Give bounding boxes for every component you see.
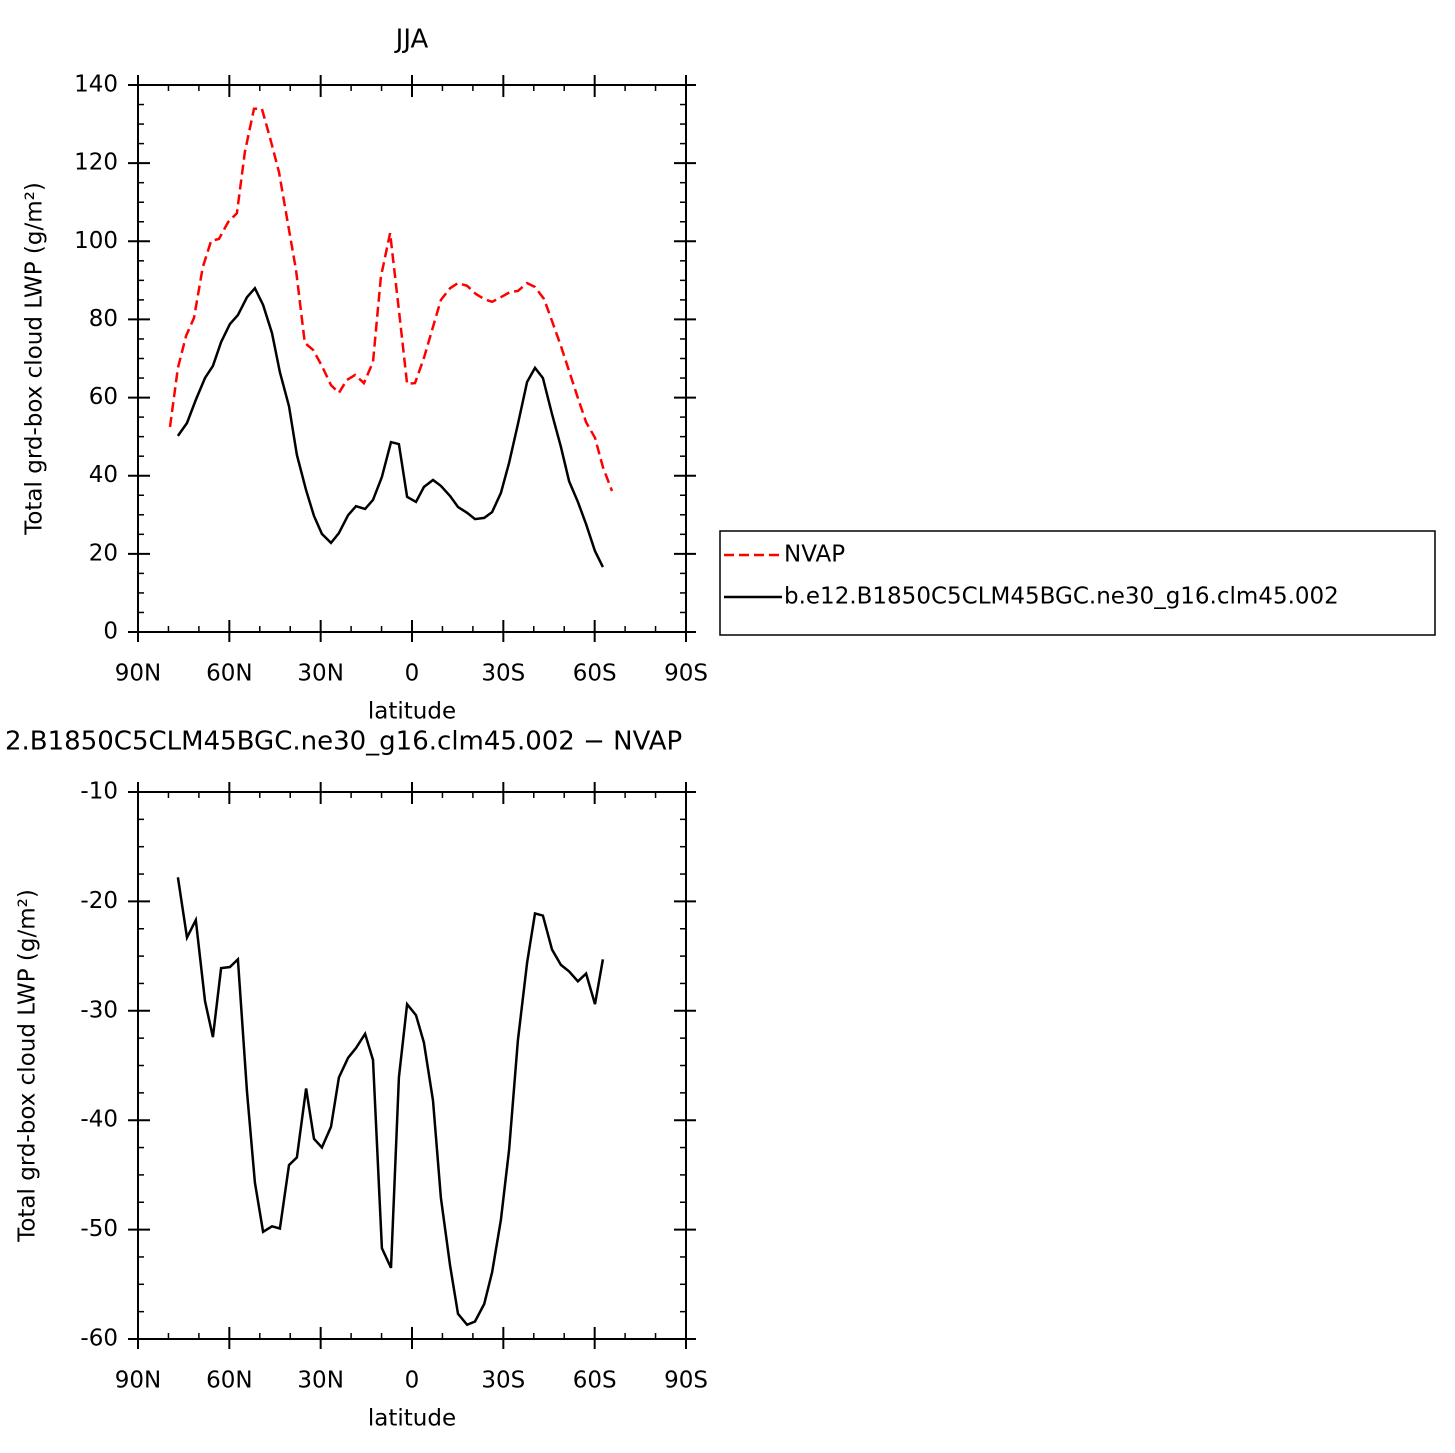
legend-label: NVAP <box>784 542 845 568</box>
x-tick-label: 60S <box>573 661 617 687</box>
x-tick-label: 60N <box>206 1368 252 1394</box>
y-tick-label: -20 <box>80 888 118 914</box>
y-tick-label: 20 <box>89 540 118 566</box>
x-tick-label: 90N <box>115 1368 161 1394</box>
y-tick-label: 60 <box>89 384 118 410</box>
y-tick-label: -50 <box>80 1216 118 1242</box>
y-axis-label: Total grd-box cloud LWP (g/m²) <box>22 182 48 536</box>
x-tick-label: 30S <box>481 1368 525 1394</box>
y-tick-label: -10 <box>80 779 118 805</box>
legend-box <box>719 530 1436 636</box>
plot-frame <box>137 84 687 633</box>
y-tick-label: -60 <box>80 1326 118 1352</box>
chart-title: JJA <box>394 25 429 55</box>
y-tick-label: -30 <box>80 997 118 1023</box>
chart-title: 2.B1850C5CLM45BGC.ne30_g16.clm45.002 − N… <box>5 727 682 757</box>
x-tick-label: 0 <box>405 1368 420 1394</box>
y-tick-label: 0 <box>103 619 118 645</box>
y-tick-label: 100 <box>74 228 118 254</box>
x-tick-label: 90S <box>664 661 708 687</box>
x-axis-label: latitude <box>368 699 456 725</box>
y-tick-label: 140 <box>74 72 118 98</box>
series-line <box>168 107 614 492</box>
plot-frame <box>137 791 687 1340</box>
y-tick-label: 120 <box>74 150 118 176</box>
x-tick-label: 30N <box>297 1368 343 1394</box>
series-line <box>176 877 605 1327</box>
x-tick-label: 0 <box>405 661 420 687</box>
x-tick-label: 90N <box>115 661 161 687</box>
y-tick-label: 40 <box>89 462 118 488</box>
y-tick-label: -40 <box>80 1107 118 1133</box>
legend-label: b.e12.B1850C5CLM45BGC.ne30_g16.clm45.002 <box>784 584 1339 610</box>
x-tick-label: 60S <box>573 1368 617 1394</box>
series-line <box>176 285 605 568</box>
x-tick-label: 90S <box>664 1368 708 1394</box>
y-axis-label: Total grd-box cloud LWP (g/m²) <box>15 889 41 1243</box>
x-axis-label: latitude <box>368 1406 456 1432</box>
x-tick-label: 60N <box>206 661 252 687</box>
y-tick-label: 80 <box>89 306 118 332</box>
x-tick-label: 30S <box>481 661 525 687</box>
x-tick-label: 30N <box>297 661 343 687</box>
